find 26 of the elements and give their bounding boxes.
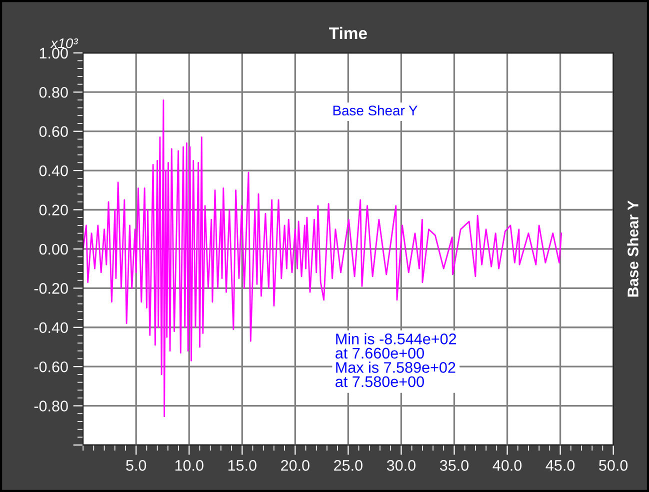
x-tick-label: 5.0 xyxy=(126,460,146,471)
x-tick-label: 45.0 xyxy=(546,460,575,471)
y-tick-label: -0.40 xyxy=(34,322,68,334)
y-tick-label: 0.80 xyxy=(39,86,68,98)
y-tick-label: 0.60 xyxy=(39,126,68,137)
line-series xyxy=(83,99,562,418)
y-tick-label: 1.00 xyxy=(40,48,68,59)
x-tick-label: 35.0 xyxy=(440,460,469,471)
x-tick-label: 30.0 xyxy=(386,460,416,471)
y-axis-title: Base Shear Y xyxy=(627,200,638,297)
y-tick-label: -0.60 xyxy=(34,361,68,372)
x-tick-label: 10.0 xyxy=(175,460,204,471)
y-tick-label: 0.20 xyxy=(39,204,68,216)
x-tick-label: 50.0 xyxy=(599,460,628,471)
x-tick-label: 40.0 xyxy=(492,460,522,471)
y-tick-label: 0.00 xyxy=(39,244,68,255)
chart-title: Time xyxy=(329,26,367,40)
x-tick-label: 25.0 xyxy=(334,460,362,471)
text: x10³ xyxy=(50,38,78,48)
annotation: Min is -8.544e+02 at 7.660e+00 Max is 7.589e+02 at 7.580e+00 xyxy=(336,333,456,388)
x-tick-label: 20.0 xyxy=(281,460,310,471)
y-tick-label: -0.20 xyxy=(34,283,68,294)
x-tick-label: 15.0 xyxy=(228,460,256,471)
y-tick-label: 0.40 xyxy=(39,165,68,176)
annotation: Base Shear Y xyxy=(333,105,418,116)
y-tick-label: -0.80 xyxy=(34,400,68,412)
